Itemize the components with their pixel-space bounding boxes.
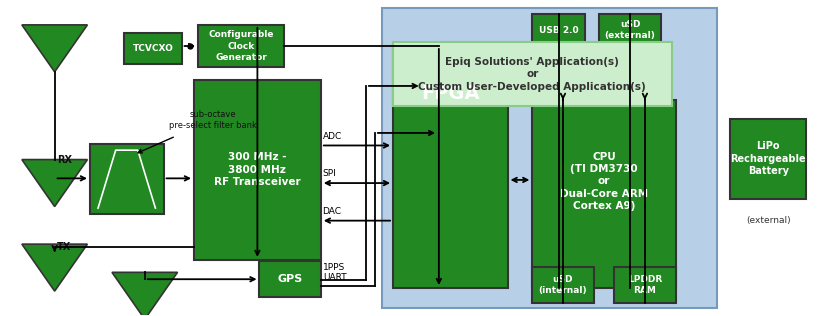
Text: USB 2.0: USB 2.0 xyxy=(539,26,579,35)
Bar xyxy=(393,47,508,288)
Text: DAC: DAC xyxy=(322,207,341,216)
Text: TCVCXO: TCVCXO xyxy=(132,44,173,53)
Bar xyxy=(124,33,182,64)
Polygon shape xyxy=(22,244,87,291)
Text: CPU
(TI DM3730
or
Dual-Core ARM
Cortex A9): CPU (TI DM3730 or Dual-Core ARM Cortex A… xyxy=(560,152,648,211)
Text: uSD
(internal): uSD (internal) xyxy=(538,275,587,295)
Bar xyxy=(599,14,661,47)
Bar xyxy=(393,42,672,106)
Polygon shape xyxy=(112,272,178,316)
Text: iVeia
Atlas
Module: iVeia Atlas Module xyxy=(416,44,462,78)
Bar xyxy=(90,144,164,214)
Bar xyxy=(731,119,806,199)
Text: Configurable
Clock
Generator: Configurable Clock Generator xyxy=(208,30,274,62)
Text: SPI: SPI xyxy=(322,169,336,178)
Text: LPDDR
RAM: LPDDR RAM xyxy=(628,275,662,295)
Bar xyxy=(532,267,593,303)
Text: 300 MHz -
3800 MHz
RF Transceiver: 300 MHz - 3800 MHz RF Transceiver xyxy=(214,152,301,187)
Polygon shape xyxy=(22,160,87,207)
Text: GPS: GPS xyxy=(278,274,302,284)
Text: LiPo
Rechargeable
Battery: LiPo Rechargeable Battery xyxy=(731,141,806,176)
Bar xyxy=(381,8,718,308)
Text: Epiq Solutions' Application(s)
or
Custom User-Developed Application(s): Epiq Solutions' Application(s) or Custom… xyxy=(418,57,646,92)
Text: ADC: ADC xyxy=(322,132,342,141)
Bar xyxy=(198,25,284,67)
Text: FPGA: FPGA xyxy=(421,84,479,103)
Bar xyxy=(260,261,321,297)
Text: TX: TX xyxy=(57,242,72,252)
Bar xyxy=(532,100,676,288)
Text: (external): (external) xyxy=(746,216,791,225)
Bar xyxy=(532,14,585,47)
Text: sub-octave
pre-select filter bank: sub-octave pre-select filter bank xyxy=(169,110,257,131)
Text: uSD
(external): uSD (external) xyxy=(605,20,656,40)
Text: RX: RX xyxy=(57,155,72,165)
Bar xyxy=(614,267,676,303)
Text: 1PPS: 1PPS xyxy=(323,263,345,272)
Polygon shape xyxy=(22,25,87,72)
Bar xyxy=(194,80,321,260)
Text: UART: UART xyxy=(323,273,347,282)
